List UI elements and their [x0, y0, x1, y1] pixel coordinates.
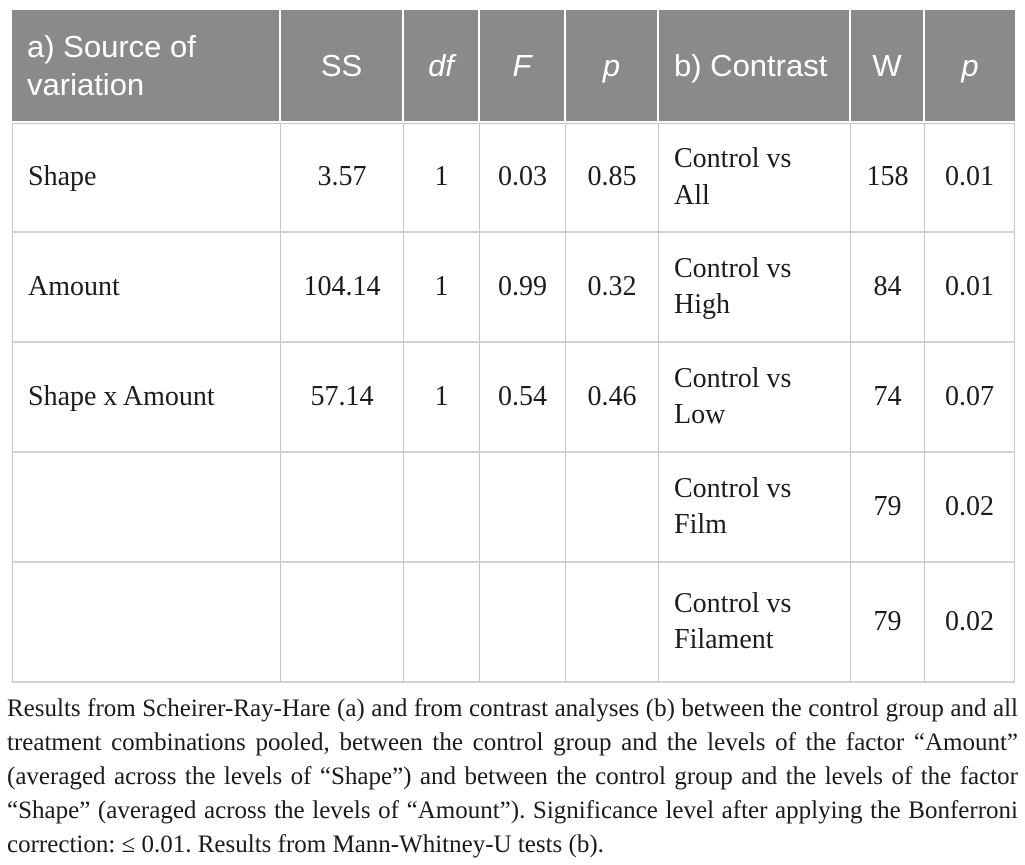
cell-source: Shape x Amount [12, 343, 281, 453]
cell-p: 0.02 [925, 563, 1015, 683]
cell-p: 0.01 [925, 123, 1015, 233]
table-row: Control vs Filament 79 0.02 [12, 563, 1015, 683]
col-header-p-a: p [566, 10, 659, 123]
cell-source [12, 453, 281, 563]
cell-ss: 57.14 [281, 343, 404, 453]
cell-w: 79 [851, 453, 925, 563]
cell-p: 0.85 [566, 123, 659, 233]
cell-p: 0.46 [566, 343, 659, 453]
cell-source: Amount [12, 233, 281, 343]
cell-f: 0.54 [480, 343, 566, 453]
cell-f [480, 563, 566, 683]
table-caption: Results from Scheirer-Ray-Hare (a) and f… [7, 695, 1018, 858]
table-header: a) Source of variation SS df F p b) Cont… [12, 10, 1015, 123]
col-header-contrast: b) Contrast [659, 10, 851, 123]
col-header-df: df [404, 10, 480, 123]
table-row: Shape x Amount 57.14 1 0.54 0.46 Control… [12, 343, 1015, 453]
cell-source: Shape [12, 123, 281, 233]
cell-df [404, 563, 480, 683]
col-header-p-b: p [925, 10, 1015, 123]
cell-source [12, 563, 281, 683]
cell-p: 0.07 [925, 343, 1015, 453]
cell-w: 74 [851, 343, 925, 453]
col-header-f: F [480, 10, 566, 123]
cell-w: 158 [851, 123, 925, 233]
col-header-w: W [851, 10, 925, 123]
cell-contrast: Control vs All [659, 123, 851, 233]
table-row: Control vs Film 79 0.02 [12, 453, 1015, 563]
cell-df [404, 453, 480, 563]
cell-w: 79 [851, 563, 925, 683]
cell-ss [281, 563, 404, 683]
cell-ss: 3.57 [281, 123, 404, 233]
table-row: Amount 104.14 1 0.99 0.32 Control vs Hig… [12, 233, 1015, 343]
col-header-source-of-variation: a) Source of variation [12, 10, 281, 123]
cell-contrast: Control vs Low [659, 343, 851, 453]
cell-contrast: Control vs Film [659, 453, 851, 563]
cell-f [480, 453, 566, 563]
cell-f: 0.03 [480, 123, 566, 233]
cell-contrast: Control vs Filament [659, 563, 851, 683]
cell-ss [281, 453, 404, 563]
cell-df: 1 [404, 233, 480, 343]
col-header-ss: SS [281, 10, 404, 123]
table-container: a) Source of variation SS df F p b) Cont… [12, 10, 1015, 683]
cell-w: 84 [851, 233, 925, 343]
cell-f: 0.99 [480, 233, 566, 343]
results-table: a) Source of variation SS df F p b) Cont… [12, 10, 1015, 683]
cell-contrast: Control vs High [659, 233, 851, 343]
cell-p [566, 563, 659, 683]
cell-p [566, 453, 659, 563]
cell-df: 1 [404, 123, 480, 233]
table-row: Shape 3.57 1 0.03 0.85 Control vs All 15… [12, 123, 1015, 233]
cell-p: 0.32 [566, 233, 659, 343]
cell-p: 0.01 [925, 233, 1015, 343]
header-row: a) Source of variation SS df F p b) Cont… [12, 10, 1015, 123]
cell-p: 0.02 [925, 453, 1015, 563]
table-body: Shape 3.57 1 0.03 0.85 Control vs All 15… [12, 123, 1015, 683]
cell-ss: 104.14 [281, 233, 404, 343]
cell-df: 1 [404, 343, 480, 453]
